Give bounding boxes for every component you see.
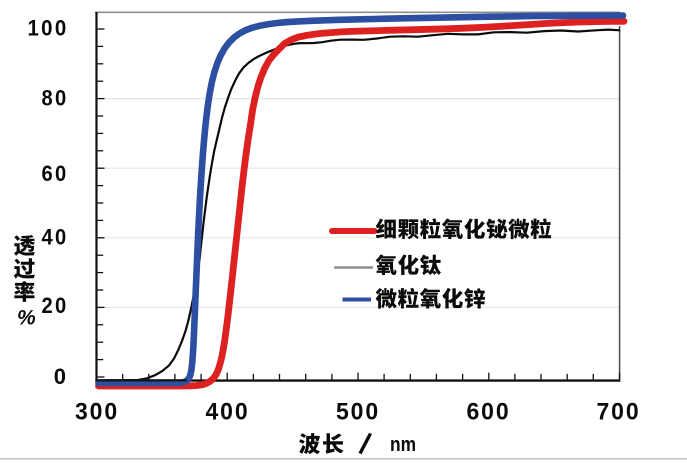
svg-text:80: 80 (42, 85, 69, 110)
svg-text:nm: nm (390, 433, 416, 456)
svg-text:40: 40 (42, 224, 69, 249)
svg-text:100: 100 (28, 15, 69, 40)
svg-text:700: 700 (597, 399, 641, 426)
svg-text:300: 300 (75, 399, 119, 426)
svg-text:20: 20 (42, 293, 69, 318)
svg-text:0: 0 (54, 364, 69, 389)
svg-text:600: 600 (467, 399, 511, 426)
svg-text:60: 60 (42, 161, 69, 186)
svg-text:%: % (17, 307, 36, 330)
svg-text:500: 500 (336, 399, 380, 426)
svg-text:400: 400 (206, 399, 250, 426)
